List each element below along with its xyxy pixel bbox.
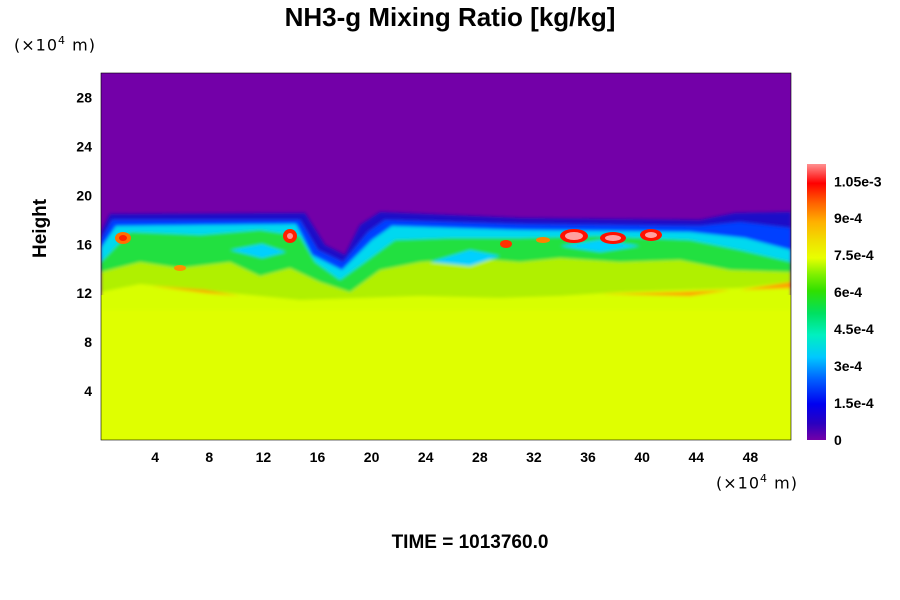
x-axis-ticks: 4 8 12 16 20 24 28 32 36 40 44 48 bbox=[151, 449, 758, 465]
hotspot bbox=[119, 235, 127, 241]
y-axis-unit: (×104 m) bbox=[14, 34, 96, 55]
chart-title: NH3-g Mixing Ratio [kg/kg] bbox=[284, 2, 616, 32]
x-tick-label: 12 bbox=[256, 449, 272, 465]
x-tick-label: 4 bbox=[151, 449, 159, 465]
hotspot bbox=[645, 232, 657, 238]
x-tick-label: 20 bbox=[364, 449, 380, 465]
colorbar-tick-label: 0 bbox=[834, 432, 842, 448]
x-tick-label: 28 bbox=[472, 449, 488, 465]
x-tick-label: 36 bbox=[580, 449, 596, 465]
colorbar-tick-label: 3e-4 bbox=[834, 358, 862, 374]
lower-layer-region bbox=[101, 295, 791, 440]
y-tick-label: 4 bbox=[84, 383, 92, 399]
plot-frame bbox=[100, 72, 792, 441]
hotspot bbox=[605, 235, 621, 241]
x-tick-label: 8 bbox=[205, 449, 213, 465]
colorbar-tick-label: 9e-4 bbox=[834, 210, 862, 226]
x-tick-label: 48 bbox=[743, 449, 759, 465]
colorbar bbox=[807, 164, 826, 440]
colorbar-tick-label: 1.05e-3 bbox=[834, 173, 882, 189]
hotspot bbox=[287, 233, 293, 239]
hotspot bbox=[174, 265, 186, 271]
hotspot bbox=[500, 240, 512, 248]
y-tick-label: 20 bbox=[76, 187, 92, 203]
colorbar-ticks: 0 1.5e-4 3e-4 4.5e-4 6e-4 7.5e-4 9e-4 1.05e-3 bbox=[834, 173, 882, 448]
colorbar-tick-label: 7.5e-4 bbox=[834, 247, 874, 263]
y-tick-label: 16 bbox=[76, 236, 92, 252]
x-tick-label: 24 bbox=[418, 449, 434, 465]
x-axis-unit: (×104 m) bbox=[716, 472, 798, 493]
orange-streak bbox=[740, 282, 791, 290]
colorbar-tick-label: 4.5e-4 bbox=[834, 321, 874, 337]
x-tick-label: 16 bbox=[310, 449, 326, 465]
colorbar-tick-label: 1.5e-4 bbox=[834, 395, 874, 411]
cyan-wisp bbox=[430, 250, 500, 266]
mixed-layer-base bbox=[101, 282, 791, 310]
x-tick-label: 40 bbox=[634, 449, 650, 465]
y-axis-ticks: 4 8 12 16 20 24 28 bbox=[76, 89, 92, 399]
orange-streak bbox=[600, 290, 730, 296]
colorbar-tick-label: 6e-4 bbox=[834, 284, 862, 300]
time-label: TIME = 1013760.0 bbox=[391, 532, 549, 553]
heatmap-field bbox=[101, 73, 791, 440]
hotspot bbox=[565, 232, 583, 240]
cyan-wisp bbox=[230, 244, 286, 258]
y-tick-label: 24 bbox=[76, 138, 92, 154]
x-tick-label: 44 bbox=[689, 449, 705, 465]
hotspots bbox=[115, 229, 662, 271]
y-tick-label: 12 bbox=[76, 285, 92, 301]
orange-streak bbox=[150, 286, 240, 296]
hotspot bbox=[536, 237, 550, 243]
y-tick-label: 28 bbox=[76, 89, 92, 105]
y-tick-label: 8 bbox=[84, 334, 92, 350]
x-tick-label: 32 bbox=[526, 449, 542, 465]
